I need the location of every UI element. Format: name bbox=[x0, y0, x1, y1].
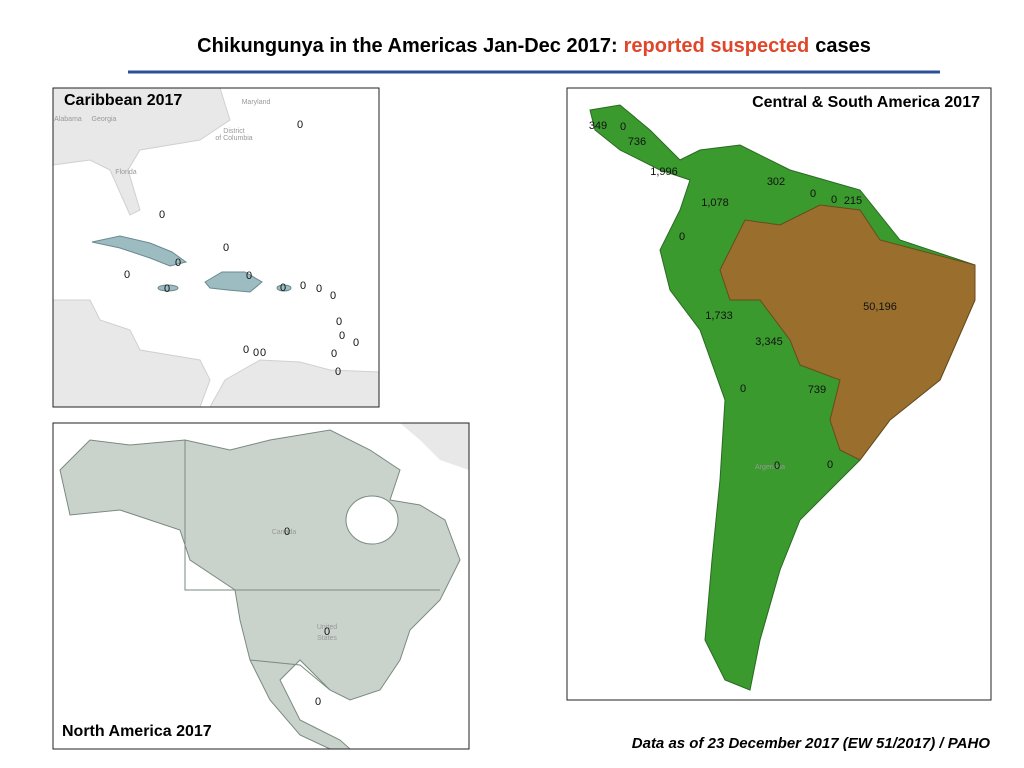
case-count: 0 bbox=[164, 283, 170, 295]
case-count: 0 bbox=[339, 330, 345, 342]
case-count: 0 bbox=[679, 231, 685, 243]
case-count: 1,996 bbox=[650, 166, 678, 178]
case-count: 0 bbox=[297, 119, 303, 131]
place-label: Alabama bbox=[54, 116, 82, 123]
north-america-map bbox=[53, 423, 469, 749]
title-end: cases bbox=[815, 35, 871, 57]
panel-title: Caribbean 2017 bbox=[64, 92, 182, 109]
case-count: 0 bbox=[175, 257, 181, 269]
case-count: 0 bbox=[330, 290, 336, 302]
case-count: 0 bbox=[253, 347, 259, 359]
place-label: United bbox=[317, 624, 337, 631]
case-count: 0 bbox=[335, 366, 341, 378]
case-count: 0 bbox=[740, 383, 746, 395]
place-label: of Columbia bbox=[215, 135, 252, 142]
case-count: 3,345 bbox=[755, 336, 783, 348]
case-count: 0 bbox=[243, 344, 249, 356]
south-america-frame bbox=[566, 87, 992, 701]
case-count: 1,078 bbox=[701, 197, 729, 209]
case-count: 0 bbox=[827, 459, 833, 471]
case-count: 0 bbox=[159, 209, 165, 221]
case-count: 302 bbox=[767, 176, 785, 188]
place-label: Florida bbox=[115, 169, 137, 176]
case-count: 0 bbox=[124, 269, 130, 281]
case-count: 0 bbox=[831, 194, 837, 206]
place-label: Canada bbox=[272, 529, 297, 536]
slide-title: Chikungunya in the Americas Jan-Dec 2017… bbox=[197, 35, 871, 57]
case-count: 0 bbox=[336, 316, 342, 328]
footer: Data as of 23 December 2017 (EW 51/2017)… bbox=[632, 735, 991, 752]
title-main: Chikungunya in the Americas Jan-Dec 2017… bbox=[197, 35, 618, 57]
case-count: 0 bbox=[246, 270, 252, 282]
case-count: 50,196 bbox=[863, 301, 897, 313]
case-count: 0 bbox=[353, 337, 359, 349]
case-count: 736 bbox=[628, 136, 646, 148]
case-count: 0 bbox=[324, 626, 330, 638]
place-label: District bbox=[223, 128, 244, 135]
caribbean-map bbox=[53, 88, 379, 407]
place-label: Maryland bbox=[242, 99, 271, 106]
case-count: 215 bbox=[844, 195, 862, 207]
case-count: 739 bbox=[808, 384, 826, 396]
place-label: Argentina bbox=[755, 464, 785, 471]
caribbean-frame bbox=[52, 87, 380, 408]
case-count: 0 bbox=[284, 526, 290, 538]
case-count: 0 bbox=[315, 696, 321, 708]
case-count: 0 bbox=[280, 282, 286, 294]
case-count: 0 bbox=[300, 280, 306, 292]
north-america-frame bbox=[52, 422, 470, 750]
south-america-map bbox=[567, 88, 991, 700]
case-count: 1,733 bbox=[705, 310, 733, 322]
place-label: States bbox=[317, 635, 337, 642]
place-label: Georgia bbox=[92, 116, 117, 123]
case-count: 0 bbox=[810, 188, 816, 200]
case-count: 0 bbox=[260, 347, 266, 359]
case-count: 349 bbox=[589, 120, 607, 132]
case-count: 0 bbox=[620, 121, 626, 133]
case-count: 0 bbox=[316, 283, 322, 295]
case-count: 0 bbox=[774, 460, 780, 472]
panel-title: Central & South America 2017 bbox=[752, 94, 980, 111]
panel-title: North America 2017 bbox=[62, 723, 212, 740]
case-count: 0 bbox=[331, 348, 337, 360]
case-count: 0 bbox=[223, 242, 229, 254]
title-highlight: reported suspected bbox=[624, 35, 810, 57]
